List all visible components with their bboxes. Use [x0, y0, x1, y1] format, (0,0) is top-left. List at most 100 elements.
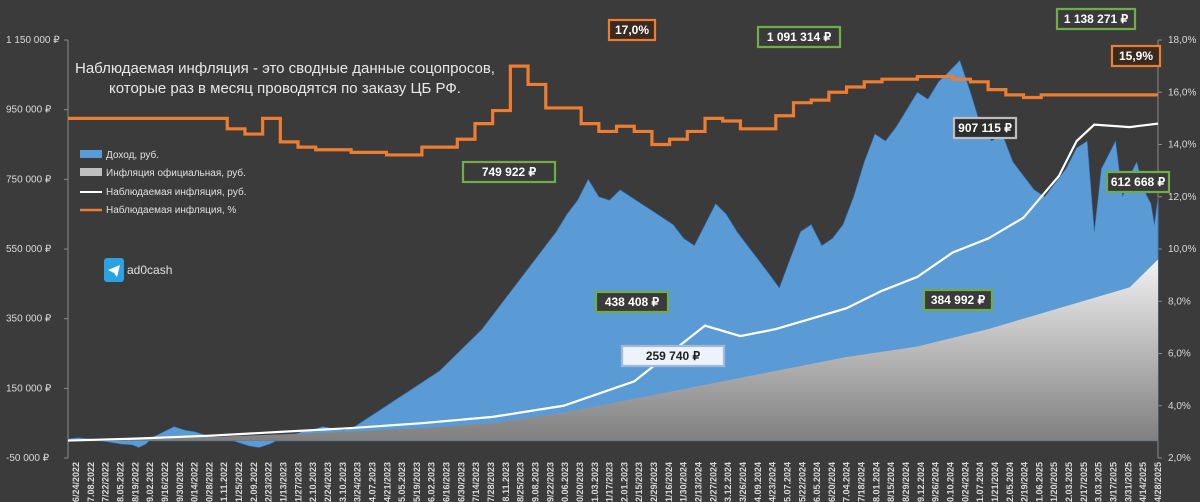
y-right-tick-label: 8,0%	[1168, 296, 1191, 307]
y-left-tick-label: 150 000 ₽	[6, 383, 52, 394]
data-label: 1 091 314 ₽	[756, 25, 842, 49]
x-tick-label: 06/20/2024	[827, 462, 837, 502]
x-tick-label: 10/24/2024	[960, 462, 970, 502]
x-tick-label: 03.10.2023	[338, 462, 348, 502]
x-tick-label: 09.08.2023	[530, 462, 540, 502]
brand-name: ad0cash	[127, 263, 172, 277]
y-left-tick-label: 350 000 ₽	[6, 314, 52, 325]
x-tick-label: 01/13/2023	[279, 462, 289, 502]
x-tick-label: 11.07.2024	[975, 462, 985, 502]
data-label-box	[952, 116, 1018, 140]
y-left-tick-label: 750 000 ₽	[6, 174, 52, 185]
x-tick-label: 05.05.2023	[397, 462, 407, 502]
x-tick-label: 02/17/2025	[1079, 462, 1089, 502]
series-line-observed-inflation-pct	[68, 64, 1158, 157]
x-tick-label: 07/28/2023	[486, 462, 496, 502]
legend-label-observed-inflation-pct: Наблюдаемая инфляция, %	[106, 204, 236, 216]
data-label-text: 259 740 ₽	[646, 349, 701, 363]
x-tick-label: 07.08.2022	[86, 462, 96, 502]
data-label: 384 992 ₽	[922, 288, 994, 312]
x-tick-label: 12.05.2024	[1005, 462, 1015, 502]
data-label-box	[922, 288, 994, 312]
series-layer	[67, 59, 1159, 448]
telegram-brand: ad0cash	[104, 258, 172, 282]
x-tick-label: 10.10.2024	[945, 462, 955, 502]
x-tick-label: 01/27/2023	[293, 462, 303, 502]
paper-plane-icon	[108, 265, 120, 277]
x-tick-label: 09/26/2024	[931, 462, 941, 502]
x-tick-label: 7/22/2022	[101, 462, 111, 502]
y-left-tick-label: -50 000 ₽	[6, 453, 50, 464]
x-tick-label: 11/17/2023	[605, 462, 615, 502]
data-label: 15,9%	[1110, 44, 1162, 68]
data-label-box	[620, 344, 726, 368]
left-axis: -50 000 ₽ 150 000 ₽ 350 000 ₽ 550 000 ₽ 750 …	[6, 35, 69, 464]
y-left-tick-label: 1 150 000 ₽	[6, 35, 60, 46]
x-tick-label: 07/14/2023	[471, 462, 481, 502]
y-left-tick-label: 950 000 ₽	[6, 105, 52, 116]
x-tick-label: 05/22/2024	[797, 462, 807, 502]
x-tick-label: 04/23/2024	[768, 462, 778, 502]
legend-label-income: Доход, руб.	[106, 149, 159, 161]
y-left-tick-label: 550 000 ₽	[6, 244, 52, 255]
x-tick-label: 09/22/2023	[545, 462, 555, 502]
y-right-tick-label: 2,0%	[1168, 453, 1191, 464]
data-label: 259 740 ₽	[620, 344, 726, 368]
x-tick-label: 8/19/2022	[130, 462, 140, 502]
x-tick-label: 06.02.2023	[427, 462, 437, 502]
x-tick-label: 12/23/2022	[264, 462, 274, 502]
x-tick-label: 01/30/2024	[679, 462, 689, 502]
y-right-tick-label: 12,0%	[1168, 192, 1196, 203]
x-tick-label: 03.12.2024	[723, 462, 733, 502]
x-tick-label: 02/24/2023	[323, 462, 333, 502]
x-tick-label: 06/30/2023	[456, 462, 466, 502]
data-label-text: 384 992 ₽	[931, 293, 986, 307]
x-tick-label: 04/28/2025	[1153, 462, 1163, 502]
x-tick-label: 01/16/2024	[664, 462, 674, 502]
x-tick-label: 12/29/2023	[649, 462, 659, 502]
x-tick-label: 03/26/2024	[738, 462, 748, 502]
x-tick-label: 04.07.2023	[367, 462, 377, 502]
legend-swatch-income	[80, 150, 102, 158]
x-tick-label: 9/30/2022	[175, 462, 185, 502]
x-tick-label: 11.03.2023	[590, 462, 600, 502]
y-right-tick-label: 18,0%	[1168, 35, 1196, 46]
series-area-income	[67, 59, 1159, 448]
y-right-tick-label: 14,0%	[1168, 140, 1196, 151]
legend-label-official-inflation: Инфляция официальная, руб.	[106, 167, 246, 179]
x-tick-label: 09.12.2024	[916, 462, 926, 502]
x-tick-label: 01.06.2025	[1034, 462, 1044, 502]
y-right-tick-label: 16,0%	[1168, 87, 1196, 98]
data-label-box	[607, 18, 657, 42]
x-tick-label: 02/13/2024	[694, 462, 704, 502]
x-tick-label: 08.05.2022	[115, 462, 125, 502]
x-tick-label: 02.03.2025	[1064, 462, 1074, 502]
x-tick-label: 08/25/2023	[516, 462, 526, 502]
x-tick-label: 08.11.2023	[501, 462, 511, 502]
data-label-text: 749 922 ₽	[482, 165, 537, 179]
x-tick-label: 09.02.2022	[145, 462, 155, 502]
annotation-line-2: которые раз в месяц проводятся по заказу…	[109, 80, 461, 97]
legend-swatch-official-inflation	[80, 168, 102, 176]
series-line-observed-inflation-rub	[67, 122, 1159, 442]
data-label-text: 17,0%	[615, 23, 649, 37]
x-tick-label: 10/14/2022	[190, 462, 200, 502]
data-label: 17,0%	[607, 18, 657, 42]
y-right-tick-label: 6,0%	[1168, 349, 1191, 360]
annotation-line-1: Наблюдаемая инфляция - это сводные данны…	[75, 60, 495, 77]
x-tick-label: 10/20/2023	[575, 462, 585, 502]
x-tick-label: 06.05.2024	[812, 462, 822, 502]
data-label-box	[594, 290, 670, 314]
y-right-tick-label: 4,0%	[1168, 401, 1191, 412]
data-label-text: 438 408 ₽	[605, 295, 660, 309]
x-tick-label: 12/15/2023	[634, 462, 644, 502]
x-tick-label: 04/14/2025	[1138, 462, 1148, 502]
x-tick-label: 10/28/2022	[204, 462, 214, 502]
data-label: 907 115 ₽	[952, 116, 1018, 140]
x-tick-label: 11/21/2024	[990, 462, 1000, 502]
data-label: 1 138 271 ₽	[1055, 7, 1137, 31]
x-tick-label: 04/21/2023	[382, 462, 392, 502]
x-tick-label: 06/16/2023	[442, 462, 452, 502]
x-tick-label: 6/24/2022	[71, 462, 81, 502]
